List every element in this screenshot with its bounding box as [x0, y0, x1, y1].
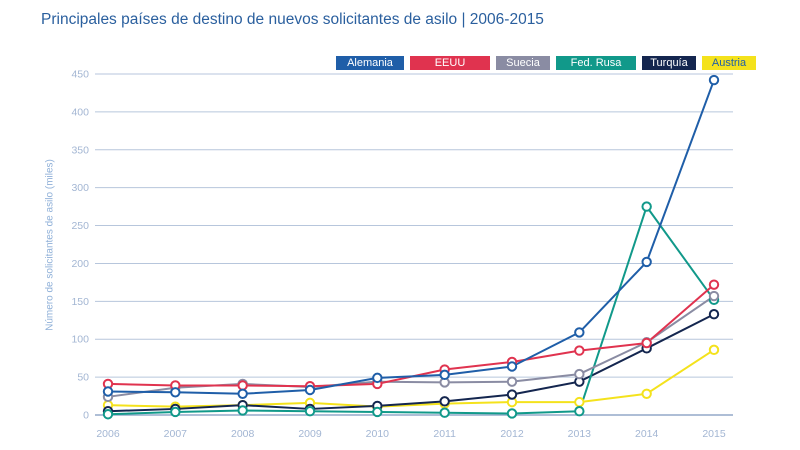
- legend-item-austria: Austria: [702, 56, 756, 70]
- y-tick-label: 50: [77, 372, 89, 384]
- point-eeuu-2015: [708, 279, 720, 290]
- point-alemania-2010: [372, 372, 383, 384]
- series-points: [102, 74, 720, 420]
- legend-label: Fed. Rusa: [570, 57, 622, 69]
- point-alemania-2007: [170, 387, 181, 398]
- point-alemania-2012: [506, 361, 518, 372]
- legend: Alemania EEUU Suecia Fed. Rusa Turquía A…: [336, 56, 756, 70]
- point-turqu-a-2015: [708, 309, 720, 320]
- x-tick-label: 2010: [366, 428, 390, 440]
- y-tick-label: 0: [83, 410, 89, 422]
- point-alemania-2014: [641, 256, 652, 268]
- legend-label: Austria: [711, 57, 747, 69]
- legend-item-alemania: Alemania: [336, 56, 404, 70]
- point-eeuu-2008: [237, 380, 248, 391]
- point-austria-2014: [641, 388, 652, 399]
- legend-label: Turquía: [650, 57, 688, 69]
- legend-item-eeuu: EEUU: [410, 56, 490, 70]
- point-turqu-a-2011: [439, 396, 450, 407]
- x-tick-label: 2014: [635, 428, 659, 440]
- y-tick-label: 200: [71, 258, 89, 270]
- line-eeuu: [107, 283, 715, 388]
- line-turqu-a: [107, 313, 715, 413]
- point-eeuu-2014: [641, 337, 652, 349]
- series-lines: [107, 79, 715, 416]
- x-tick-label: 2008: [231, 428, 255, 440]
- legend-label: Alemania: [347, 57, 393, 69]
- point-austria-2013: [574, 396, 585, 408]
- point-alemania-2009: [304, 384, 316, 396]
- point-fed-rusa-2007: [170, 406, 181, 418]
- point-fed-rusa-2009: [304, 406, 316, 417]
- x-tick-label: 2012: [500, 428, 524, 440]
- point-suecia-2012: [506, 376, 518, 387]
- point-fed-rusa-2006: [102, 409, 114, 420]
- point-fed-rusa-2011: [439, 407, 450, 418]
- y-tick-label: 150: [71, 296, 89, 308]
- x-tick-label: 2009: [298, 428, 322, 440]
- gridlines: [95, 73, 733, 416]
- x-tick-label: 2006: [96, 428, 120, 440]
- point-turqu-a-2012: [506, 389, 518, 400]
- y-tick-label: 450: [71, 69, 89, 81]
- point-alemania-2011: [439, 369, 450, 381]
- y-tick-labels: 0 50 100 150 200 250 300 350 400 450: [71, 69, 89, 422]
- point-alemania-2013: [574, 327, 585, 338]
- legend-item-fed-rusa: Fed. Rusa: [556, 56, 636, 70]
- point-suecia-2015: [708, 290, 720, 302]
- point-fed-rusa-2014: [641, 201, 652, 212]
- x-tick-labels: 2006 2007 2008 2009 2010 2011 2012 2013 2014 2015: [96, 428, 726, 440]
- point-fed-rusa-2013: [574, 406, 585, 417]
- line-fed-rusa: [107, 205, 715, 416]
- legend-label: Suecia: [506, 57, 540, 69]
- y-tick-label: 350: [71, 144, 89, 156]
- legend-item-turquia: Turquía: [642, 56, 696, 70]
- y-tick-label: 400: [71, 106, 89, 118]
- x-tick-label: 2013: [568, 428, 592, 440]
- chart-title: Principales países de destino de nuevos …: [41, 11, 544, 28]
- x-tick-label: 2015: [702, 428, 726, 440]
- line-alemania: [107, 79, 715, 395]
- point-alemania-2008: [237, 388, 248, 399]
- point-suecia-2013: [574, 368, 585, 380]
- x-tick-label: 2011: [433, 428, 456, 440]
- y-tick-label: 250: [71, 220, 89, 232]
- line-austria: [107, 348, 715, 408]
- point-fed-rusa-2012: [506, 408, 518, 419]
- y-tick-label: 300: [71, 182, 89, 194]
- point-fed-rusa-2008: [237, 405, 248, 416]
- point-fed-rusa-2010: [372, 406, 383, 418]
- point-austria-2015: [708, 344, 720, 356]
- point-eeuu-2013: [574, 345, 585, 356]
- legend-label: EEUU: [434, 57, 466, 69]
- point-alemania-2006: [102, 386, 114, 397]
- legend-item-suecia: Suecia: [496, 56, 550, 70]
- y-tick-label: 100: [71, 334, 89, 346]
- point-alemania-2015: [708, 74, 720, 86]
- x-tick-label: 2007: [164, 428, 188, 440]
